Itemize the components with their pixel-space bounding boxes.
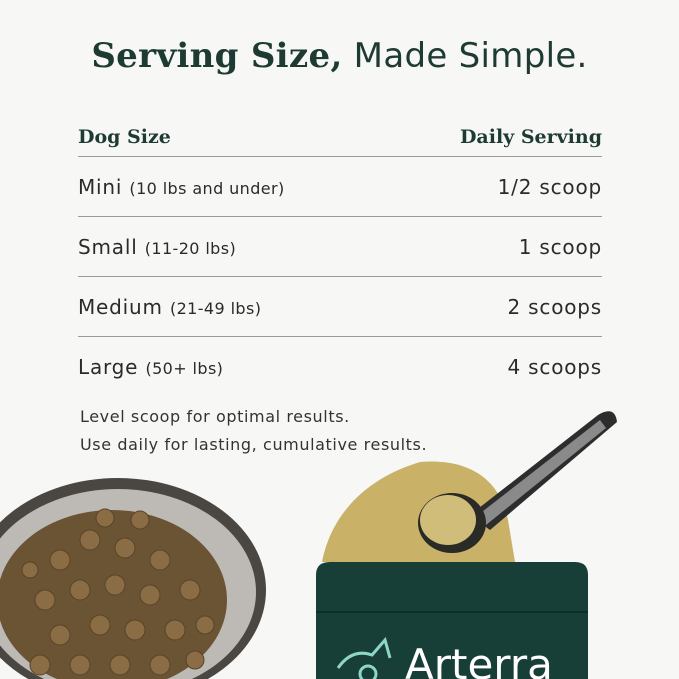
weight-range: (50+ lbs) bbox=[145, 358, 224, 378]
scoop-image bbox=[418, 411, 617, 553]
brand-logo-text: Arterra bbox=[405, 640, 553, 679]
serving-table: Dog Size Daily Serving Mini (10 lbs and … bbox=[78, 118, 602, 396]
header-daily-serving: Daily Serving bbox=[459, 126, 602, 148]
table-row: Small (11-20 lbs) 1 scoop bbox=[78, 217, 602, 277]
serving: 2 scoops bbox=[507, 294, 602, 319]
dog-size: Large bbox=[78, 354, 139, 379]
title-regular: Made Simple. bbox=[342, 36, 588, 76]
weight-range: (11-20 lbs) bbox=[144, 238, 237, 258]
usage-notes: Level scoop for optimal results. Use dai… bbox=[80, 403, 427, 459]
serving: 1 scoop bbox=[518, 234, 602, 259]
page-title: Serving Size, Made Simple. bbox=[0, 36, 679, 76]
powder-pile-image bbox=[322, 461, 515, 562]
title-bold: Serving Size, bbox=[91, 36, 343, 76]
header-dog-size: Dog Size bbox=[78, 126, 171, 148]
dog-size: Medium bbox=[78, 294, 163, 319]
serving: 1/2 scoop bbox=[497, 174, 602, 199]
table-row: Medium (21-49 lbs) 2 scoops bbox=[78, 277, 602, 337]
serving: 4 scoops bbox=[507, 354, 602, 379]
note-line: Level scoop for optimal results. bbox=[80, 407, 350, 426]
brand-logo-icon bbox=[336, 636, 392, 679]
table-row: Mini (10 lbs and under) 1/2 scoop bbox=[78, 157, 602, 217]
weight-range: (21-49 lbs) bbox=[169, 298, 262, 318]
weight-range: (10 lbs and under) bbox=[129, 178, 285, 198]
dog-size: Mini bbox=[78, 174, 123, 199]
product-pouch-image: Arterra bbox=[316, 562, 588, 679]
table-header: Dog Size Daily Serving bbox=[78, 118, 602, 157]
food-bowl-image bbox=[0, 478, 266, 679]
note-line: Use daily for lasting, cumulative result… bbox=[80, 435, 428, 454]
dog-size: Small bbox=[78, 234, 138, 259]
table-row: Large (50+ lbs) 4 scoops bbox=[78, 337, 602, 396]
